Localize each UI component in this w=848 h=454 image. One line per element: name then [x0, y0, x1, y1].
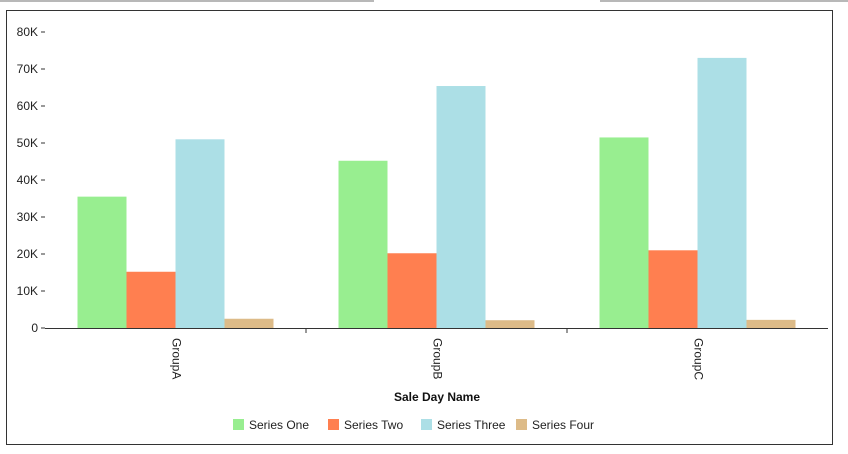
bar-series-two-groupb — [387, 253, 437, 328]
y-tick-label: 40K — [17, 173, 38, 187]
legend-label: Series Four — [532, 418, 594, 432]
bar-series-one-groupc — [599, 137, 649, 328]
bar-series-four-groupb — [485, 320, 535, 328]
y-tick-label: 0 — [31, 321, 38, 335]
x-tick-label: GroupB — [430, 338, 444, 379]
legend-swatch — [233, 419, 244, 430]
bar-series-three-groupc — [697, 57, 747, 329]
legend-label: Series Two — [344, 418, 403, 432]
y-tick-label: 60K — [17, 99, 38, 113]
bars — [77, 57, 796, 329]
y-tick-label: 10K — [17, 284, 38, 298]
legend-swatch — [421, 419, 432, 430]
bar-series-two-groupc — [648, 250, 698, 328]
y-tick-label: 70K — [17, 62, 38, 76]
legend: Series One Series Two Series Three Series F… — [233, 418, 594, 432]
y-tick-label: 30K — [17, 210, 38, 224]
y-tick-label: 20K — [17, 247, 38, 261]
x-axis-title: Sale Day Name — [394, 390, 480, 404]
bar-series-four-groupa — [224, 318, 274, 328]
y-tick-label: 80K — [17, 25, 38, 39]
y-axis: 0 10K 20K 30K 40K 50K 60K 70K 80K — [17, 25, 45, 335]
window-top-rule-right — [600, 0, 848, 2]
bar-series-three-groupb — [436, 86, 486, 329]
legend-swatch — [328, 419, 339, 430]
x-tick-label: GroupC — [691, 338, 705, 380]
bar-series-four-groupc — [746, 319, 796, 328]
legend-label: Series Three — [437, 418, 506, 432]
bar-series-three-groupa — [175, 139, 225, 328]
chart-frame — [6, 10, 833, 445]
bar-series-two-groupa — [126, 271, 176, 328]
legend-swatch — [516, 419, 527, 430]
legend-label: Series One — [249, 418, 309, 432]
window-top-rule-left — [0, 0, 374, 2]
x-axis: GroupA GroupB GroupC — [45, 328, 828, 380]
bar-series-one-groupb — [338, 160, 388, 328]
y-tick-label: 50K — [17, 136, 38, 150]
bar-series-one-groupa — [77, 196, 127, 328]
x-tick-label: GroupA — [169, 338, 183, 379]
